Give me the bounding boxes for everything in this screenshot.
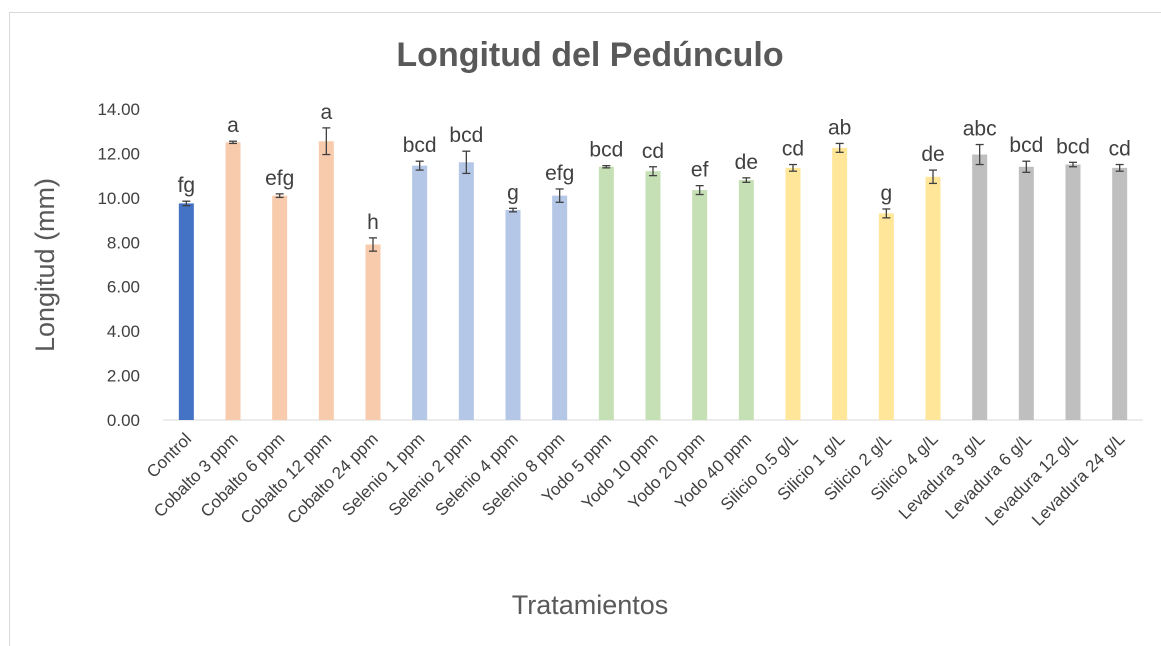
annotation: a <box>227 114 239 137</box>
error-bar <box>322 127 331 156</box>
annotation: bcd <box>1056 135 1090 158</box>
error-bar <box>835 142 844 153</box>
y-tick-label: 10.00 <box>97 189 140 208</box>
annotation: cd <box>642 140 664 163</box>
error-bar <box>275 193 284 199</box>
error-bar <box>1022 160 1031 173</box>
x-axis-label: Tratamientos <box>512 590 669 620</box>
annotation: bcd <box>449 124 483 147</box>
bar <box>505 210 521 420</box>
bar <box>178 203 194 420</box>
bar <box>1065 164 1081 420</box>
annotation: bcd <box>589 139 623 162</box>
error-bar <box>509 207 517 213</box>
bar <box>318 141 334 421</box>
annotation: de <box>921 143 944 166</box>
annotation: h <box>367 211 379 234</box>
annotation: abc <box>963 118 997 141</box>
annotation: cd <box>1109 138 1131 161</box>
annotation: a <box>320 101 332 124</box>
x-tick-label: Selenio 8 ppm <box>478 429 568 519</box>
annotation: cd <box>782 138 804 161</box>
annotation: efg <box>265 167 294 190</box>
error-bar <box>695 184 704 196</box>
y-axis-label: Longitud (mm) <box>30 178 60 352</box>
error-bar <box>229 140 237 145</box>
y-tick-label: 14.00 <box>97 100 140 119</box>
error-bar <box>649 166 657 177</box>
chart-border <box>9 12 1161 646</box>
error-bar <box>415 160 424 171</box>
bar <box>832 147 848 420</box>
bar <box>645 171 661 420</box>
error-bar <box>1069 161 1077 168</box>
y-tick-label: 8.00 <box>107 233 140 252</box>
bar <box>365 244 381 420</box>
bar <box>1018 166 1034 420</box>
annotation: fg <box>178 174 196 197</box>
bar <box>925 176 941 420</box>
annotation: bcd <box>403 134 437 157</box>
error-bar <box>182 200 191 207</box>
annotation: g <box>880 182 892 205</box>
y-tick-label: 12.00 <box>97 144 140 163</box>
bar <box>738 180 754 420</box>
error-bar <box>369 237 377 252</box>
bar <box>458 162 474 421</box>
error-bar <box>1115 163 1124 172</box>
error-bar <box>742 177 751 183</box>
annotation: ab <box>828 116 851 139</box>
x-tick-label: Selenio 1 ppm <box>338 429 428 519</box>
bar <box>692 190 708 420</box>
y-tick-label: 2.00 <box>107 367 140 386</box>
y-tick-label: 6.00 <box>107 278 140 297</box>
bar <box>1112 167 1128 420</box>
y-tick-label: 4.00 <box>107 322 140 341</box>
error-bar <box>929 169 937 185</box>
y-tick-label: 0.00 <box>107 411 140 430</box>
error-bar <box>789 163 797 172</box>
bar <box>785 167 801 420</box>
annotation: bcd <box>1009 134 1043 157</box>
chart-title: Longitud del Pedúnculo <box>396 36 783 74</box>
annotation: de <box>735 151 758 174</box>
bar <box>552 195 568 420</box>
error-bar <box>882 208 891 219</box>
bar <box>272 195 288 420</box>
annotation: g <box>507 181 519 204</box>
error-bar <box>555 188 564 203</box>
x-tick-label: Selenio 2 ppm <box>385 429 475 519</box>
bar <box>598 166 614 420</box>
annotation: ef <box>691 159 709 182</box>
annotation: efg <box>545 162 574 185</box>
bar <box>412 165 428 420</box>
error-bar <box>975 143 984 166</box>
bar <box>972 154 988 420</box>
bar <box>878 213 894 420</box>
error-bar <box>602 164 611 169</box>
x-tick-label: Selenio 4 ppm <box>432 429 522 519</box>
error-bar <box>462 150 471 175</box>
bar <box>225 142 241 421</box>
